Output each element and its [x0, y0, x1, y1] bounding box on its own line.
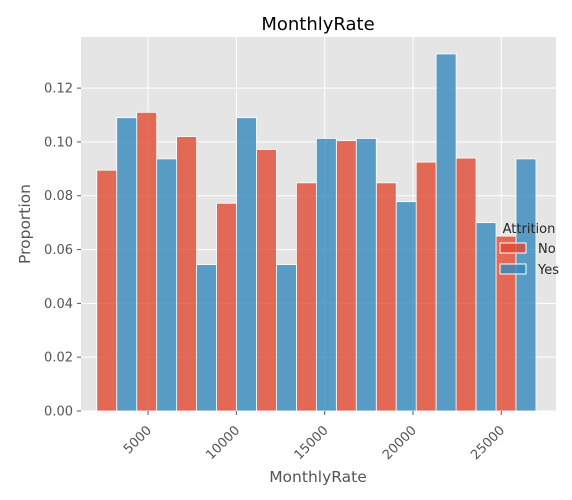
bar-yes: Yes: 0.0937 — [515, 158, 537, 412]
y-tick-label: 0.04 — [44, 297, 73, 312]
bar-no: No: 0.111 — [136, 111, 158, 412]
bar-no: No: 0.0848 — [296, 182, 317, 412]
chart-title: MonthlyRate — [261, 14, 374, 35]
y-tick-label: 0.08 — [44, 189, 73, 204]
bar-yes: Yes: 0.1013 — [315, 138, 337, 412]
legend-label-yes: Yes — [537, 263, 559, 278]
x-tick-label: 25000 — [468, 423, 508, 463]
bar-no: No: 0.0925 — [415, 161, 437, 412]
bar-no: No: 0.1005 — [335, 140, 357, 412]
legend-label-no: No — [538, 242, 556, 257]
y-tick-label: 0.00 — [44, 405, 73, 420]
x-tick-label: 5000 — [121, 423, 155, 457]
y-tick-label: 0.10 — [44, 135, 73, 150]
bar-yes: Yes: 0.07 — [475, 222, 497, 412]
y-tick-label: 0.02 — [44, 351, 73, 366]
bar-yes: Yes: 0.0937 — [156, 158, 178, 412]
bar-yes: Yes: 0.1327 — [435, 53, 457, 412]
y-axis-label: Proportion — [16, 184, 34, 264]
y-tick-label: 0.12 — [44, 82, 73, 97]
bar-yes: Yes: 0.109 — [236, 117, 257, 412]
legend: Attrition No Yes — [499, 222, 559, 278]
bar-no: No: 0.065 — [495, 235, 517, 412]
legend-swatch-yes — [499, 263, 527, 275]
bar-yes: Yes: 0.1013 — [355, 138, 377, 412]
bar-yes: Yes: 0.0544 — [196, 264, 217, 412]
x-tick-label: 10000 — [203, 423, 243, 463]
bar-no: No: 0.094 — [455, 157, 477, 412]
x-axis-label: MonthlyRate — [269, 468, 367, 486]
bar-no: No: 0.0772 — [216, 202, 237, 412]
x-axis-ticks: 5000 10000 15000 20000 25000 — [121, 411, 508, 463]
bar-yes: Yes: 0.0544 — [276, 264, 297, 412]
x-tick-label: 15000 — [292, 423, 332, 463]
bar-yes: Yes: 0.0778 — [395, 201, 417, 412]
legend-title: Attrition — [503, 222, 556, 237]
bar-no: No: 0.0848 — [375, 182, 397, 412]
x-tick-label: 20000 — [380, 423, 420, 463]
bar-yes: Yes: 0.109 — [116, 117, 138, 412]
bar-no: No: 0.0895 — [96, 169, 118, 412]
y-tick-label: 0.06 — [44, 243, 73, 258]
bars: No: 0.0895 No: 0.111 No: 0.102 No: 0.0772 No… — [96, 53, 537, 412]
legend-swatch-no — [499, 242, 527, 254]
bar-no: No: 0.102 — [176, 136, 197, 412]
bar-no: No: 0.0972 — [256, 149, 277, 412]
y-axis-ticks: 0.00 0.02 0.04 0.06 0.08 0.10 0.12 — [44, 82, 81, 420]
